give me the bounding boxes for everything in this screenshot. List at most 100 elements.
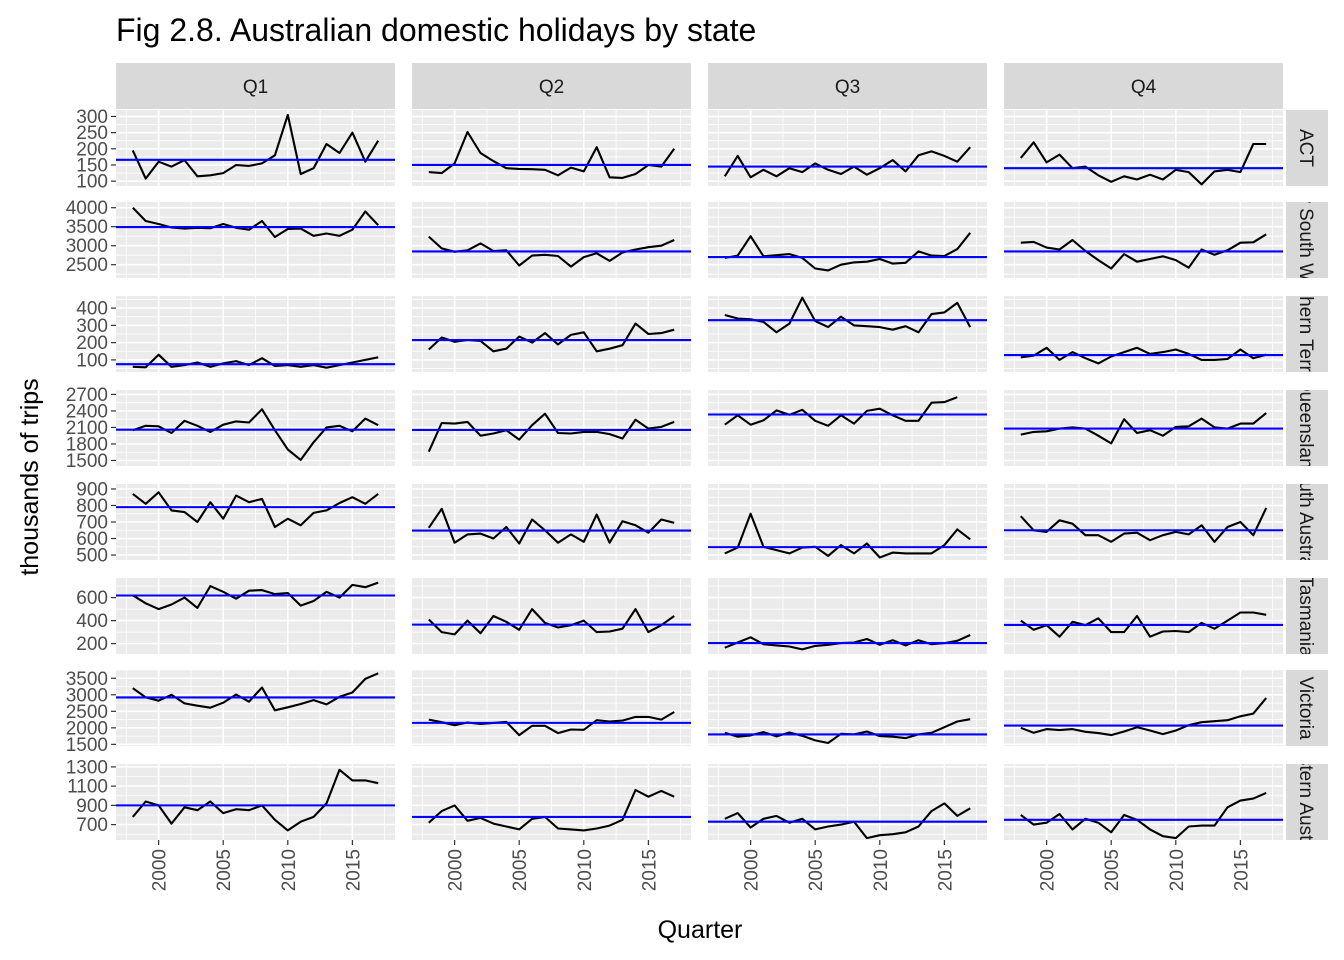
panel-western-australia-q3 — [708, 764, 987, 840]
y-tick-label: 200 — [76, 634, 108, 655]
strip-label-western-australia: Western Australia — [1295, 728, 1316, 877]
series-line-northern-territory-q4 — [1020, 346, 1267, 365]
panel-western-australia-q1 — [116, 764, 395, 840]
panel-victoria-q4 — [1004, 669, 1283, 746]
strip-queensland — [1286, 390, 1328, 466]
strip-q3 — [708, 63, 987, 109]
strip-tasmania — [1286, 578, 1328, 654]
panel-new-south-wales-q2 — [412, 202, 691, 278]
y-tick-label: 900 — [76, 796, 108, 817]
panel-victoria-q1 — [116, 669, 395, 746]
strip-label-q1: Q1 — [243, 77, 268, 98]
strip-new-south-wales — [1286, 202, 1328, 278]
y-tick-label: 1100 — [67, 777, 108, 798]
series-line-northern-territory-q1 — [132, 353, 379, 369]
x-tick-label: 2010 — [1167, 849, 1188, 891]
series-line-new-south-wales-q2 — [428, 235, 675, 268]
strip-label-new-south-wales: New South Wales — [1295, 165, 1316, 315]
y-tick-label: 200 — [76, 139, 108, 160]
panel-tasmania-q1 — [116, 578, 395, 654]
y-tick-label: 250 — [76, 123, 108, 144]
x-tick-label: 2000 — [446, 849, 467, 891]
y-tick-label: 100 — [76, 172, 108, 193]
strip-label-q4: Q4 — [1131, 77, 1157, 98]
y-tick-label: 2500 — [66, 702, 108, 723]
strip-label-tasmania: Tasmania — [1295, 575, 1316, 657]
series-line-victoria-q4 — [1020, 697, 1268, 737]
chart-title: Fig 2.8. Australian domestic holidays by… — [116, 12, 756, 48]
y-tick-label: 1500 — [66, 735, 108, 756]
y-axis-title: thousands of trips — [16, 378, 44, 575]
strip-label-victoria: Victoria — [1295, 676, 1316, 739]
y-tick-label: 1800 — [66, 434, 108, 455]
strip-label-q3: Q3 — [835, 77, 860, 98]
y-tick-label: 900 — [76, 479, 108, 500]
series-line-act-q2 — [428, 130, 676, 179]
y-tick-label: 300 — [76, 316, 108, 337]
series-line-western-australia-q3 — [724, 802, 971, 840]
x-tick-label: 2000 — [742, 849, 763, 891]
panel-northern-territory-q1 — [116, 296, 395, 372]
panel-northern-territory-q3 — [708, 296, 987, 372]
y-tick-label: 700 — [76, 815, 108, 836]
y-tick-label: 100 — [76, 350, 108, 371]
x-tick-label: 2010 — [575, 849, 596, 891]
y-tick-label: 1500 — [66, 451, 108, 472]
panel-act-q3 — [708, 110, 987, 186]
panel-tasmania-q2 — [412, 578, 691, 654]
y-tick-label: 1300 — [66, 757, 108, 778]
x-tick-label: 2005 — [1102, 849, 1123, 891]
panel-queensland-q3 — [708, 390, 987, 466]
y-tick-label: 3500 — [66, 217, 108, 238]
y-tick-label: 3500 — [66, 669, 108, 690]
y-tick-label: 200 — [76, 333, 108, 354]
y-tick-label: 2400 — [66, 401, 108, 422]
panel-victoria-q3 — [708, 669, 987, 746]
y-tick-label: 2100 — [66, 418, 108, 439]
series-line-tasmania-q4 — [1020, 611, 1267, 638]
strip-victoria — [1286, 670, 1328, 746]
y-tick-label: 300 — [76, 107, 108, 128]
series-line-south-australia-q1 — [132, 491, 379, 529]
strip-label-south-australia: South Australia — [1295, 458, 1316, 586]
panel-south-australia-q2 — [412, 484, 691, 560]
panel-queensland-q2 — [412, 390, 691, 466]
panel-tasmania-q3 — [708, 578, 987, 654]
panel-western-australia-q4 — [1004, 764, 1283, 840]
x-tick-label: 2000 — [150, 849, 171, 891]
series-line-western-australia-q1 — [131, 768, 379, 832]
y-tick-label: 400 — [76, 299, 108, 320]
series-line-act-q3 — [723, 146, 971, 179]
x-tick-label: 2005 — [510, 849, 531, 891]
strip-q1 — [116, 63, 395, 109]
y-tick-label: 4000 — [66, 198, 108, 219]
panel-act-q2 — [412, 110, 691, 186]
series-line-act-q1 — [131, 113, 380, 180]
x-tick-label: 2015 — [1231, 849, 1252, 891]
x-tick-label: 2010 — [279, 849, 300, 891]
x-tick-label: 2010 — [871, 849, 892, 891]
panel-victoria-q2 — [412, 669, 691, 746]
panel-act-q4 — [1004, 110, 1283, 186]
strip-label-act: ACT — [1295, 129, 1316, 167]
panel-south-australia-q4 — [1004, 484, 1283, 560]
panel-new-south-wales-q3 — [708, 202, 987, 278]
panel-northern-territory-q2 — [412, 296, 691, 372]
panel-new-south-wales-q4 — [1004, 202, 1283, 278]
y-tick-label: 600 — [76, 529, 108, 550]
panel-northern-territory-q4 — [1004, 296, 1283, 372]
panel-act-q1 — [116, 110, 395, 186]
series-line-queensland-q1 — [132, 408, 379, 461]
y-tick-label: 800 — [76, 496, 108, 517]
panel-south-australia-q3 — [708, 484, 987, 560]
strip-label-q2: Q2 — [539, 77, 564, 98]
series-line-south-australia-q2 — [427, 507, 675, 545]
x-tick-label: 2015 — [639, 849, 660, 891]
strip-northern-territory — [1286, 296, 1328, 372]
strip-label-queensland: Queensland — [1295, 377, 1316, 479]
y-tick-label: 400 — [76, 611, 108, 632]
y-tick-label: 2500 — [66, 255, 108, 276]
series-line-act-q4 — [1019, 141, 1267, 186]
